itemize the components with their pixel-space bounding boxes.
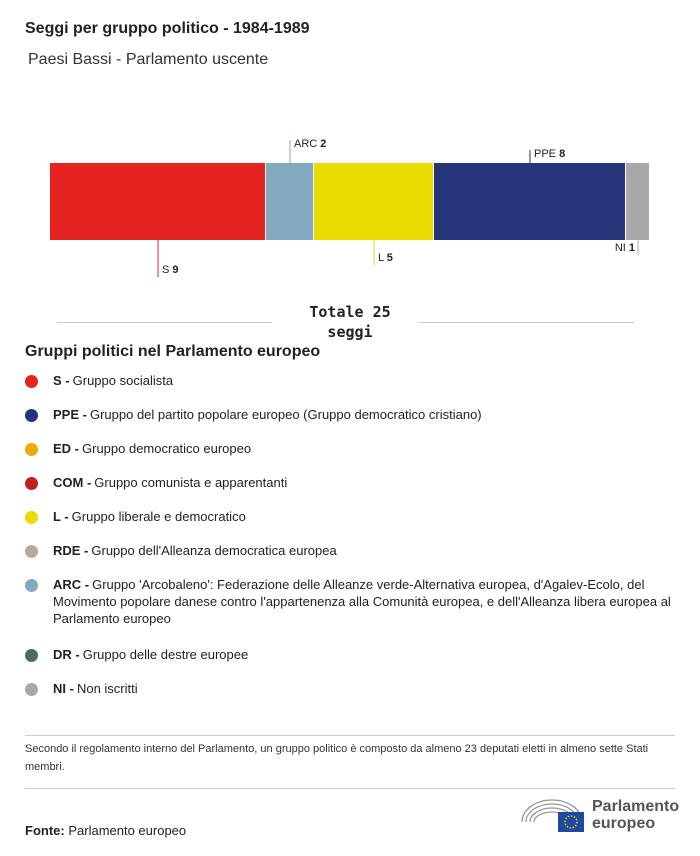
legend-dot <box>25 477 38 490</box>
legend-item: S - Gruppo socialista <box>25 372 675 389</box>
legend-description: Gruppo dell'Alleanza democratica europea <box>91 543 337 558</box>
legend-text: COM - Gruppo comunista e apparentanti <box>53 474 287 491</box>
divider <box>25 788 675 789</box>
bar-L <box>314 163 433 240</box>
legend-description: Gruppo delle destre europee <box>82 647 249 662</box>
label-value: 1 <box>629 242 635 254</box>
legend-abbr: S - <box>53 373 70 388</box>
legend-item: NI - Non iscritti <box>25 680 675 697</box>
label-value: 2 <box>320 138 326 150</box>
legend-item: COM - Gruppo comunista e apparentanti <box>25 474 675 491</box>
chart-subtitle: Paesi Bassi - Parlamento uscente <box>28 51 269 68</box>
legend-text: S - Gruppo socialista <box>53 372 173 389</box>
data-label: NI 1 <box>615 242 635 254</box>
legend-description: Gruppo comunista e apparentanti <box>94 475 288 490</box>
legend-dot <box>25 683 38 696</box>
legend-dot <box>25 409 38 422</box>
source: Fonte: Parlamento europeo <box>25 823 186 838</box>
legend-text: L - Gruppo liberale e democratico <box>53 508 246 525</box>
bar-PPE <box>434 163 625 240</box>
label-value: 5 <box>387 252 393 264</box>
legend-description: Gruppo del partito popolare europeo (Gru… <box>89 407 482 422</box>
legend-text: ED - Gruppo democratico europeo <box>53 440 251 457</box>
legend-description: Gruppo democratico europeo <box>82 441 252 456</box>
divider <box>57 322 272 323</box>
legend-text: RDE - Gruppo dell'Alleanza democratica eu… <box>53 542 337 559</box>
label-value: 8 <box>559 148 565 160</box>
legend-description: Gruppo socialista <box>72 373 174 388</box>
bar-S <box>50 163 265 240</box>
data-label: PPE 8 <box>534 148 565 160</box>
data-label: S 9 <box>162 264 179 276</box>
legend-dot <box>25 545 38 558</box>
legend-title: Gruppi politici nel Parlamento europeo <box>25 343 321 360</box>
legend-dot <box>25 375 38 388</box>
data-label: ARC 2 <box>294 138 326 150</box>
logo-text: Parlamento europeo <box>592 798 680 832</box>
legend-abbr: ED - <box>53 441 79 456</box>
divider <box>25 735 675 736</box>
legend-item: DR - Gruppo delle destre europee <box>25 646 675 663</box>
source-value: Parlamento europeo <box>68 823 187 838</box>
legend-text: NI - Non iscritti <box>53 680 138 697</box>
total-label: Totale 25 seggi <box>309 303 391 341</box>
bar-NI <box>626 163 649 240</box>
chart-title: Seggi per gruppo politico - 1984-1989 <box>25 20 310 37</box>
legend-item: ED - Gruppo democratico europeo <box>25 440 675 457</box>
legend-abbr: COM - <box>53 475 92 490</box>
legend-item: PPE - Gruppo del partito popolare europeo… <box>25 406 675 423</box>
legend-abbr: PPE - <box>53 407 87 422</box>
legend-dot <box>25 443 38 456</box>
label-category: S <box>162 264 169 276</box>
legend-item: L - Gruppo liberale e democratico <box>25 508 675 525</box>
legend-dot <box>25 511 38 524</box>
label-category: ARC <box>294 138 317 150</box>
legend-abbr: ARC - <box>53 577 90 592</box>
stacked-bar-chart: S 9 ARC 2 L 5 PPE 8 NI 1 <box>50 138 649 277</box>
legend-dot <box>25 579 38 592</box>
legend-description: Gruppo 'Arcobaleno': Federazione delle A… <box>53 577 671 626</box>
legend-item: ARC - Gruppo 'Arcobaleno': Federazione de… <box>25 576 675 627</box>
parliament-logo: Parlamento europeo <box>520 796 682 834</box>
bar-ARC <box>266 163 313 240</box>
legend-description: Gruppo liberale e democratico <box>71 509 246 524</box>
legend-text: DR - Gruppo delle destre europee <box>53 646 248 663</box>
legend-item: RDE - Gruppo dell'Alleanza democratica eu… <box>25 542 675 559</box>
source-label: Fonte: <box>25 823 65 838</box>
legend-text: PPE - Gruppo del partito popolare europeo… <box>53 406 482 423</box>
legend-dot <box>25 649 38 662</box>
label-category: NI <box>615 242 626 254</box>
legend-abbr: DR - <box>53 647 80 662</box>
legend-description: Non iscritti <box>76 681 138 696</box>
data-label: L 5 <box>378 252 393 264</box>
footnote: Secondo il regolamento interno del Parla… <box>25 743 649 773</box>
label-category: PPE <box>534 148 556 160</box>
legend-abbr: L - <box>53 509 69 524</box>
legend-abbr: NI - <box>53 681 74 696</box>
legend-text: ARC - Gruppo 'Arcobaleno': Federazione de… <box>53 576 675 627</box>
hemicycle-eu-flag-icon <box>521 799 584 832</box>
label-value: 9 <box>172 264 178 276</box>
divider <box>418 322 634 323</box>
label-category: L <box>378 252 384 264</box>
legend-abbr: RDE - <box>53 543 89 558</box>
